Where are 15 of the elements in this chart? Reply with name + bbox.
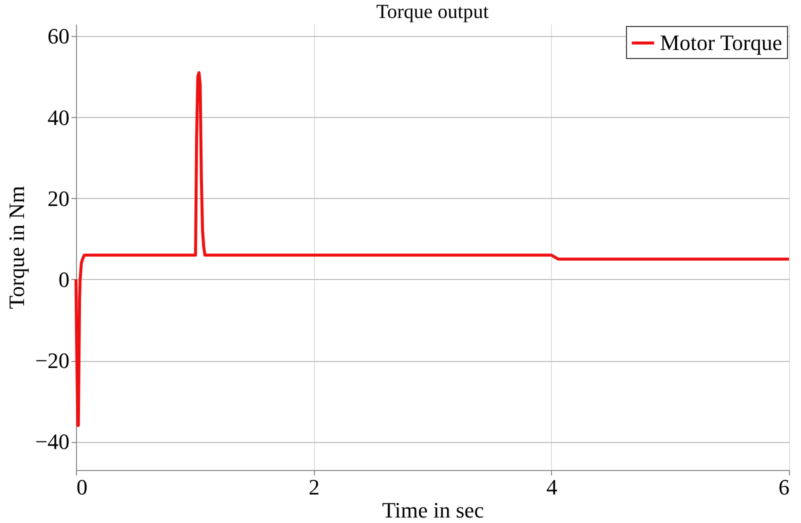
y-tick-label: 40	[48, 104, 70, 130]
legend-label: Motor Torque	[660, 30, 782, 55]
x-tick-label: 6	[778, 474, 790, 500]
y-axis-title: Torque in Nm	[4, 186, 30, 310]
line-series	[74, 71, 790, 427]
y-tick-label: 0	[58, 266, 70, 292]
y-tick-label: 60	[48, 24, 70, 49]
x-tick-label: 0	[76, 474, 88, 500]
y-tick-label: −40	[35, 429, 70, 454]
y-tick-label: 20	[48, 186, 70, 211]
x-axis-title: Time in sec	[382, 498, 484, 522]
chart-title: Torque output	[376, 1, 490, 23]
y-tick-label: −20	[35, 348, 70, 374]
x-tick-label: 2	[308, 474, 320, 500]
x-tick-label: 4	[546, 474, 558, 500]
